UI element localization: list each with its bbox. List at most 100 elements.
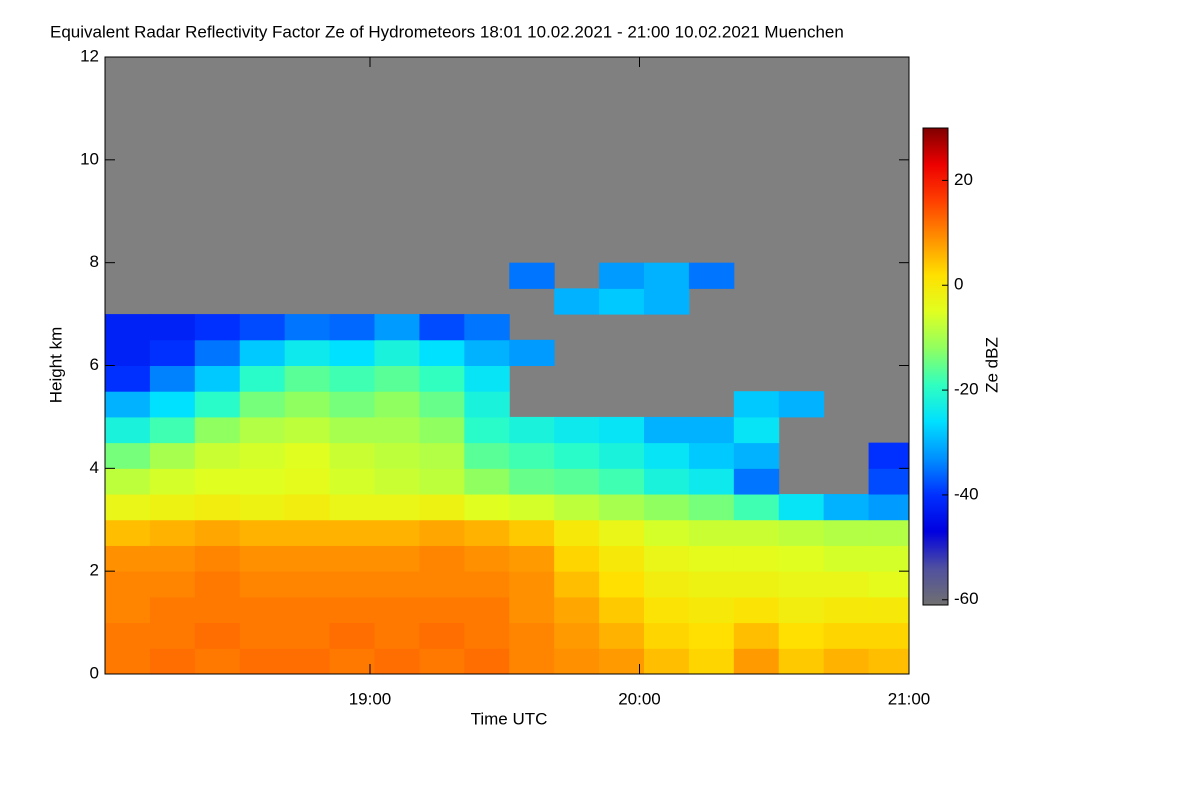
cell [778,545,825,572]
cell [105,339,151,366]
cell [509,571,555,598]
cell [643,468,690,495]
cell [464,545,510,572]
cell [509,519,555,546]
y-tick-label: 2 [90,561,99,580]
cell [239,545,286,572]
x-axis-label: Time UTC [471,709,548,728]
cell [554,468,600,495]
cell [419,571,465,598]
cell [149,494,196,521]
cell [643,648,690,674]
cell [149,314,196,341]
cell [733,391,780,418]
cell [554,519,600,546]
cell [599,262,645,289]
cell [419,339,465,366]
cell [778,571,825,598]
cell [374,494,420,521]
cell [464,365,510,392]
y-tick-label: 8 [90,252,99,271]
cell [149,545,196,572]
cell [733,622,780,649]
cell [284,391,331,418]
cell [239,622,286,649]
cell [823,596,870,624]
cell [688,416,735,444]
cell [868,545,909,572]
cell [149,622,196,649]
cell [194,545,241,572]
cell [329,442,375,469]
cell [239,571,286,598]
chart-title: Equivalent Radar Reflectivity Factor Ze … [50,22,844,41]
cell [419,416,465,444]
cell [778,622,825,649]
cell [284,339,331,366]
cell [464,596,510,624]
cell [194,596,241,624]
cell [688,571,735,598]
cell [149,596,196,624]
cell [688,622,735,649]
cell [284,416,331,444]
cell [284,648,331,674]
colorbar-tick-label: -20 [954,380,979,399]
colorbar-tick-label: -60 [954,589,979,608]
cell [823,494,870,521]
cell [643,494,690,521]
cell [823,571,870,598]
cell [554,442,600,469]
cell [419,314,465,341]
cell [868,519,909,546]
y-tick-label: 4 [90,458,99,477]
cell [374,571,420,598]
cell [643,622,690,649]
cell [194,365,241,392]
cell [464,571,510,598]
cell [194,648,241,674]
cell [149,468,196,495]
cell [239,339,286,366]
cell [643,545,690,572]
cell [688,648,735,674]
cell [194,416,241,444]
cell [464,314,510,341]
cell [823,648,870,674]
cell [329,391,375,418]
cell [105,571,151,598]
cell [239,494,286,521]
cell [329,468,375,495]
cell [239,442,286,469]
cell [778,596,825,624]
cell [419,442,465,469]
cell [374,519,420,546]
cell [194,339,241,366]
cell [194,314,241,341]
cell [868,442,909,469]
cell [149,391,196,418]
cell [599,622,645,649]
cell [419,519,465,546]
x-tick-label: 19:00 [349,689,392,708]
x-tick-label: 20:00 [618,689,661,708]
cell [105,519,151,546]
cell [868,648,909,674]
cell [284,571,331,598]
colorbar-label: Ze dBZ [982,337,1001,393]
x-tick-label: 21:00 [888,689,931,708]
cell [554,288,600,315]
cell [284,494,331,521]
cell [374,339,420,366]
cell [868,494,909,521]
colorbar-tick-label: 20 [954,170,973,189]
cell [105,416,151,444]
cell [733,468,780,495]
cell [239,468,286,495]
cell [374,416,420,444]
cell [284,442,331,469]
cell [194,391,241,418]
cell [599,596,645,624]
